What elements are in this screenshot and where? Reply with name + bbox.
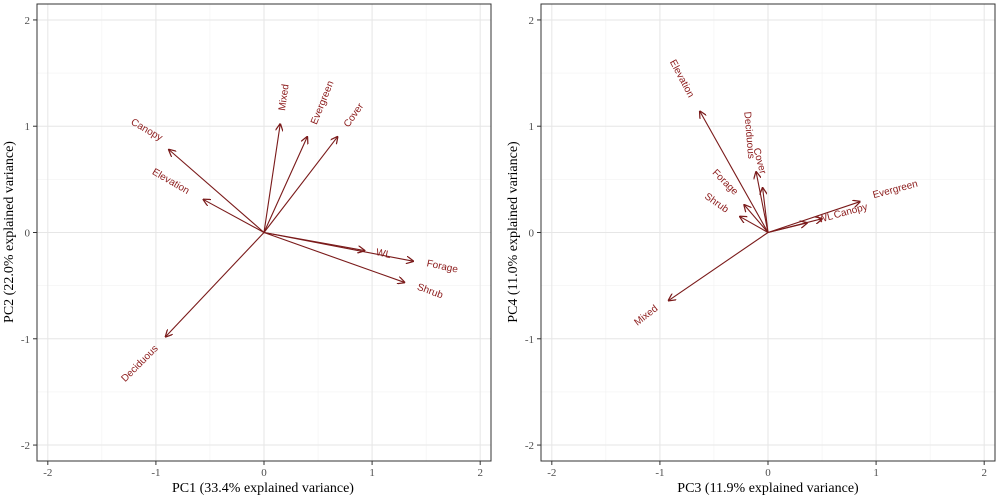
y-tick-label: -1 bbox=[525, 334, 534, 346]
loading-label-evergreen: Evergreen bbox=[872, 179, 919, 202]
x-tick-label: -1 bbox=[655, 467, 664, 479]
loading-label-elevation: Elevation bbox=[667, 58, 696, 99]
loading-arrow-forage bbox=[263, 231, 413, 262]
x-tick-label: -1 bbox=[151, 467, 160, 479]
x-tick-label: -2 bbox=[547, 467, 556, 479]
loading-arrow-evergreen bbox=[767, 202, 860, 234]
loading-label-deciduous: Deciduous bbox=[119, 343, 160, 384]
y-tick-label: -1 bbox=[21, 334, 30, 346]
x-tick-label: -2 bbox=[43, 467, 52, 479]
loading-arrow-forage bbox=[744, 205, 769, 233]
loading-arrow-deciduous bbox=[166, 232, 265, 337]
x-tick-label: 1 bbox=[873, 467, 879, 479]
y-tick-label: -2 bbox=[525, 440, 534, 452]
x-tick-label: 1 bbox=[369, 467, 375, 479]
y-axis-title: PC2 (22.0% explained variance) bbox=[2, 141, 17, 323]
loading-label-forage: Forage bbox=[710, 167, 740, 197]
loading-arrow-shrub bbox=[740, 217, 769, 233]
loading-arrow-elevation bbox=[700, 111, 769, 233]
x-tick-label: 2 bbox=[981, 467, 987, 479]
y-tick-label: 1 bbox=[25, 121, 31, 133]
y-axis-title: PC4 (11.0% explained variance) bbox=[506, 141, 521, 323]
loading-label-wl: WL bbox=[375, 247, 392, 261]
loading-arrow-cover bbox=[763, 188, 769, 233]
x-axis-title: PC1 (33.4% explained variance) bbox=[172, 481, 354, 496]
y-tick-label: -2 bbox=[21, 440, 30, 452]
x-tick-label: 0 bbox=[765, 467, 771, 479]
grid bbox=[37, 4, 491, 461]
loading-label-shrub: Shrub bbox=[702, 191, 731, 216]
loading-arrow-evergreen bbox=[263, 137, 307, 233]
loading-label-cover: Cover bbox=[342, 101, 367, 130]
biplot-panel-pc1-pc2: PC1 (33.4% explained variance) PC2 (22.0… bbox=[2, 3, 492, 496]
loading-label-mixed: Mixed bbox=[277, 83, 292, 111]
loading-arrow-deciduous bbox=[756, 172, 769, 233]
biplot-panel-pc3-pc4: PC3 (11.9% explained variance) PC4 (11.0… bbox=[506, 3, 996, 496]
loading-label-evergreen: Evergreen bbox=[309, 79, 336, 126]
y-tick-label: 0 bbox=[529, 228, 535, 240]
loading-arrow-cover bbox=[263, 137, 338, 233]
loading-label-mixed: Mixed bbox=[632, 303, 660, 328]
loading-arrow-shrub bbox=[263, 231, 405, 283]
loading-label-deciduous: Deciduous bbox=[741, 111, 756, 159]
x-tick-label: 0 bbox=[261, 467, 267, 479]
y-tick-label: 2 bbox=[25, 15, 31, 27]
loading-label-shrub: Shrub bbox=[415, 282, 444, 302]
loading-arrow-wl bbox=[767, 223, 807, 234]
y-tick-label: 2 bbox=[529, 15, 535, 27]
loading-arrow-mixed bbox=[263, 124, 280, 233]
loading-label-forage: Forage bbox=[426, 258, 460, 275]
loading-arrow-elevation bbox=[203, 200, 265, 233]
loading-arrow-canopy bbox=[169, 150, 265, 233]
y-tick-label: 0 bbox=[25, 228, 31, 240]
loading-label-canopy: Canopy bbox=[129, 117, 164, 144]
loading-arrow-mixed bbox=[669, 232, 769, 301]
x-tick-label: 2 bbox=[477, 467, 483, 479]
loading-label-wl: WL bbox=[817, 211, 835, 226]
y-tick-label: 1 bbox=[529, 121, 535, 133]
loading-label-cover: Cover bbox=[750, 147, 768, 176]
x-axis-title: PC3 (11.9% explained variance) bbox=[677, 481, 859, 496]
